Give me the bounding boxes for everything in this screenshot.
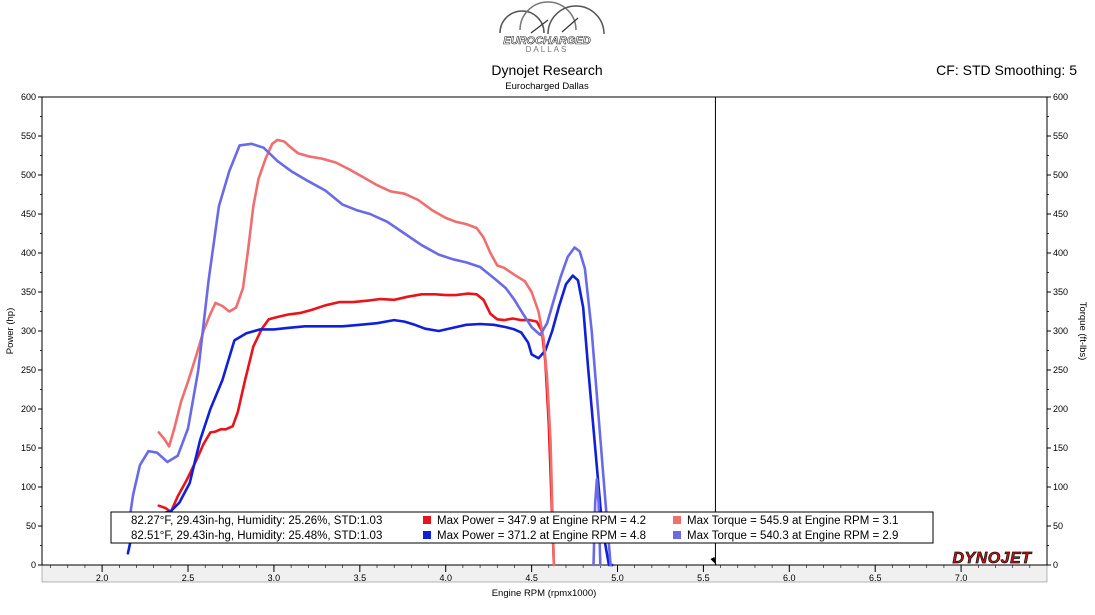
series-line-torque-run1 — [157, 138, 556, 567]
legend-box — [110, 511, 934, 544]
y-tick-label-left: 600 — [21, 92, 36, 102]
x-tick-label: 2.0 — [96, 573, 109, 583]
y-tick-label-left: 550 — [21, 131, 36, 141]
x-tick-label: 4.5 — [525, 573, 538, 583]
y-tick-label-left: 250 — [21, 365, 36, 375]
x-tick-label: 4.0 — [439, 573, 452, 583]
chart-subtitle: Eurocharged Dallas — [505, 81, 589, 92]
y-tick-label-left: 300 — [21, 326, 36, 336]
y-axis-right: 0 50 100 150 200 250 300 350 400 450 500 550 600 — [1047, 92, 1068, 570]
logo-text: EUROCHARGED — [503, 35, 590, 47]
logo: EUROCHARGED DALLAS — [499, 1, 605, 54]
series-line-power-run2 — [126, 274, 614, 567]
y-tick-label-right: 500 — [1053, 170, 1068, 180]
series-line-power-run1 — [157, 292, 556, 567]
y-tick-label-right: 0 — [1053, 560, 1058, 570]
y-tick-label-right: 100 — [1053, 482, 1068, 492]
x-tick-label: 2.5 — [182, 573, 195, 583]
x-axis: 2.0 2.5 3.0 3.5 4.0 4.5 5.0 5.5 6.0 6.5 7.0 — [50, 565, 1031, 583]
y-tick-label-left: 150 — [21, 443, 36, 453]
legend: 82.27°F, 29.43in-hg, Humidity: 25.26%, S… — [110, 511, 934, 544]
x-tick-label: 7.0 — [955, 573, 968, 583]
legend-torque-swatch — [673, 531, 681, 539]
legend-torque-swatch — [673, 516, 681, 524]
legend-max-power: Max Power = 371.2 at Engine RPM = 4.8 — [437, 530, 646, 542]
logo-subtext: DALLAS — [526, 45, 569, 54]
x-tick-label: 3.0 — [268, 573, 281, 583]
y-tick-label-right: 600 — [1053, 92, 1068, 102]
y-tick-label-right: 200 — [1053, 404, 1068, 414]
x-tick-label: 6.5 — [869, 573, 882, 583]
dynojet-brand-logo: DYNOJET — [952, 550, 1032, 567]
y-tick-label-left: 50 — [26, 521, 36, 531]
y-tick-label-left: 350 — [21, 287, 36, 297]
x-tick-label: 6.0 — [783, 573, 796, 583]
legend-power-swatch — [423, 516, 431, 524]
y-axis-left: 0 50 100 150 200 250 300 350 400 450 500 550 600 — [21, 92, 42, 570]
y-tick-label-left: 450 — [21, 209, 36, 219]
x-tick-label: 5.5 — [697, 573, 710, 583]
y-tick-label-left: 0 — [31, 560, 36, 570]
legend-conditions: 82.27°F, 29.43in-hg, Humidity: 25.26%, S… — [131, 515, 382, 527]
legend-row: 82.27°F, 29.43in-hg, Humidity: 25.26%, S… — [131, 515, 898, 527]
legend-max-torque: Max Torque = 545.9 at Engine RPM = 3.1 — [687, 515, 898, 527]
y-tick-label-left: 200 — [21, 404, 36, 414]
y-tick-label-left: 500 — [21, 170, 36, 180]
y-tick-label-right: 550 — [1053, 131, 1068, 141]
legend-row: 82.51°F, 29.43in-hg, Humidity: 25.48%, S… — [131, 530, 898, 542]
y-tick-label-right: 450 — [1053, 209, 1068, 219]
y-tick-label-right: 150 — [1053, 443, 1068, 453]
y-tick-label-right: 350 — [1053, 287, 1068, 297]
legend-max-power: Max Power = 347.9 at Engine RPM = 4.2 — [437, 515, 646, 527]
plot-frame — [41, 96, 1048, 566]
legend-conditions: 82.51°F, 29.43in-hg, Humidity: 25.48%, S… — [131, 530, 382, 542]
legend-power-swatch — [423, 531, 431, 539]
y-tick-label-right: 300 — [1053, 326, 1068, 336]
x-tick-label: 5.0 — [611, 573, 624, 583]
y-tick-label-left: 400 — [21, 248, 36, 258]
x-axis-label: Engine RPM (rpmx1000) — [492, 588, 597, 599]
series-line-torque-run2 — [126, 142, 612, 567]
cf-smoothing-info: CF: STD Smoothing: 5 — [936, 62, 1077, 78]
y-axis-label-left: Power (hp) — [5, 308, 16, 354]
y-tick-label-right: 50 — [1053, 521, 1063, 531]
y-tick-label-left: 100 — [21, 482, 36, 492]
y-axis-label-right: Torque (ft-lbs) — [1077, 302, 1088, 361]
x-tick-label: 3.5 — [354, 573, 367, 583]
chart-title: Dynojet Research — [491, 62, 602, 78]
y-tick-label-right: 400 — [1053, 248, 1068, 258]
series-layer — [126, 138, 614, 567]
rpm-cursor-marker — [710, 557, 717, 565]
y-tick-label-right: 250 — [1053, 365, 1068, 375]
legend-max-torque: Max Torque = 540.3 at Engine RPM = 2.9 — [687, 530, 898, 542]
